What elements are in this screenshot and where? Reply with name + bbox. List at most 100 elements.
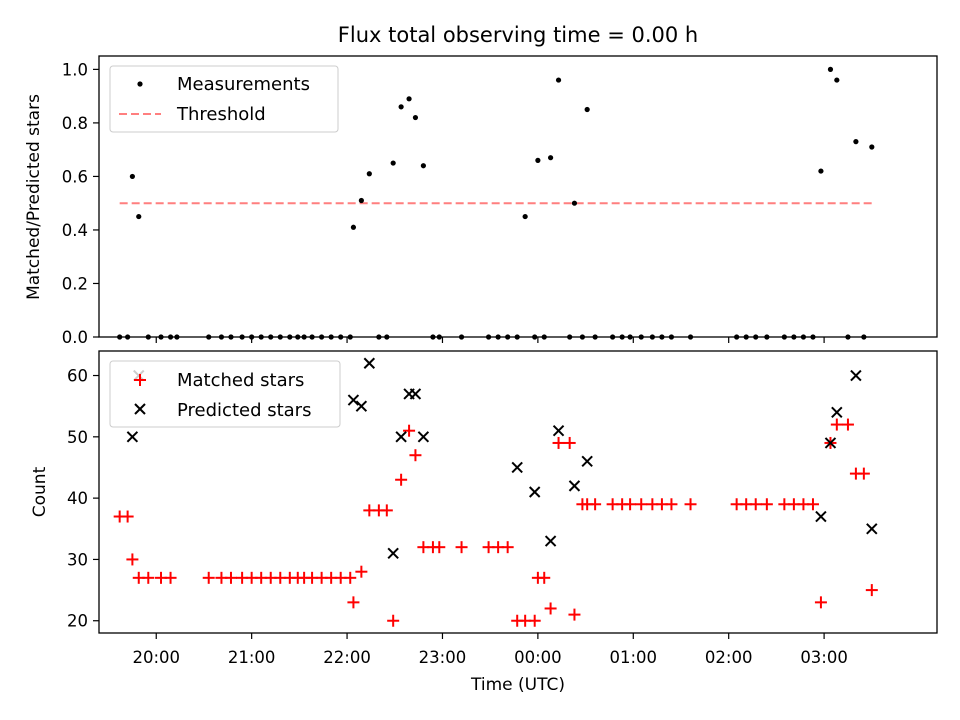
legend-threshold-label: Threshold [176,104,266,125]
measurement-point [584,106,590,113]
measurement-point [869,144,875,150]
predicted-star-point [511,461,523,474]
top-y-axis-ticks: 0.0 0.2 0.4 0.6 0.8 1.0 [62,60,99,347]
top-y-tick-label: 0.2 [62,274,88,293]
measurement-point [129,173,135,180]
legend-matched-label: Matched stars [177,370,304,391]
legend-predicted-label: Predicted stars [177,400,311,421]
bottom-y-axis-ticks: 20 30 40 50 60 [67,367,99,631]
top-legend: Measurements Threshold [109,65,339,133]
measurement-point [555,77,562,83]
matched-star-point [403,424,416,437]
matched-star-point [538,571,551,584]
measurement-point [522,213,528,220]
bottom-x-tick-label: 03:00 [800,648,848,667]
matched-star-point [841,418,854,431]
matched-star-point [380,504,393,517]
matched-star-point [501,541,514,554]
predicted-star-point [409,388,422,400]
matched-star-point [635,498,648,511]
bottom-x-tick-label: 20:00 [132,648,180,667]
measurement-point [853,139,859,145]
top-y-tick-label: 0.0 [62,328,88,347]
top-y-tick-label: 0.4 [62,221,88,240]
measurement-point [136,213,142,220]
top-panel: 0.0 0.2 0.4 0.6 0.8 1.0 Matched/Predicted sta… [24,55,938,347]
legend-predicted-marker [134,403,146,415]
measurement-point [358,197,364,204]
bottom-y-tick-label: 50 [67,428,88,447]
measurement-point [834,77,840,83]
measurement-point [420,163,426,169]
top-legend-box [109,65,339,133]
matched-star-point [355,565,368,578]
predicted-star-point [581,455,593,468]
matched-star-point [387,614,400,627]
measurement-point [350,224,357,230]
matched-star-point [347,596,360,609]
bottom-panel: 20 30 40 50 60 20:00 21:00 22:00 23:00 00:00 01:0… [30,350,938,695]
matched-star-point [568,608,581,621]
measurement-point [406,96,412,102]
predicted-star-point [363,357,376,369]
bottom-x-tick-label: 01:00 [610,648,658,667]
measurement-point [818,168,824,174]
bottom-y-tick-label: 60 [67,367,88,386]
matched-star-point [830,418,843,431]
matched-star-point [121,510,134,523]
measurement-point [827,66,834,72]
matched-star-point [806,498,819,511]
bottom-plot-frame [98,350,938,634]
bottom-x-tick-label: 23:00 [419,648,467,667]
top-plot-frame [98,55,938,338]
measurement-point [398,104,404,110]
legend-matched-marker [134,374,146,386]
bottom-x-axis-label: Time (UTC) [470,675,565,695]
matched-star-point [624,498,637,511]
matched-star-point [202,571,215,584]
matched-star-point [164,571,177,584]
matched-star-point [563,436,576,449]
measurement-point [547,155,554,161]
predicted-star-point [824,437,837,449]
predicted-star-point [866,523,878,535]
predicted-star-point [544,535,557,547]
top-y-tick-label: 1.0 [62,60,88,79]
measurement-point [390,160,396,166]
bottom-x-tick-label: 21:00 [228,648,276,667]
legend-measurements-marker [137,81,143,87]
bottom-y-tick-label: 40 [67,489,88,508]
measurement-point [412,114,419,121]
matched-star-point [395,473,408,486]
matched-star-point [552,436,565,449]
predicted-star-point [387,547,399,560]
matched-star-point [544,602,557,615]
predicted-star-point [126,431,139,443]
bottom-plot-marks [113,357,878,627]
matched-star-point [409,449,422,462]
matched-star-point [857,467,870,480]
measurement-point [571,200,578,206]
matched-star-point [760,498,773,511]
matched-star-point [684,498,697,511]
bottom-y-tick-label: 20 [67,612,88,631]
bottom-legend: Matched stars Predicted stars [109,360,341,428]
bottom-y-axis-label: Count [30,466,50,517]
top-y-axis-label: Matched/Predicted stars [24,94,44,300]
bottom-x-tick-label: 22:00 [323,648,371,667]
measurement-point [535,157,541,163]
matched-star-point [455,541,468,554]
matched-star-point [142,571,155,584]
matched-star-point [865,584,878,597]
top-y-tick-label: 0.6 [62,167,88,186]
matched-star-point [589,498,602,511]
matched-star-point [665,498,678,511]
top-x-axis-ticks [155,337,825,343]
bottom-x-tick-label: 00:00 [514,648,562,667]
matched-star-point [126,553,139,566]
bottom-y-tick-label: 30 [67,550,88,569]
predicted-star-point [552,424,565,437]
matched-star-point [344,571,357,584]
predicted-star-point [831,406,843,419]
predicted-star-point [850,369,862,382]
